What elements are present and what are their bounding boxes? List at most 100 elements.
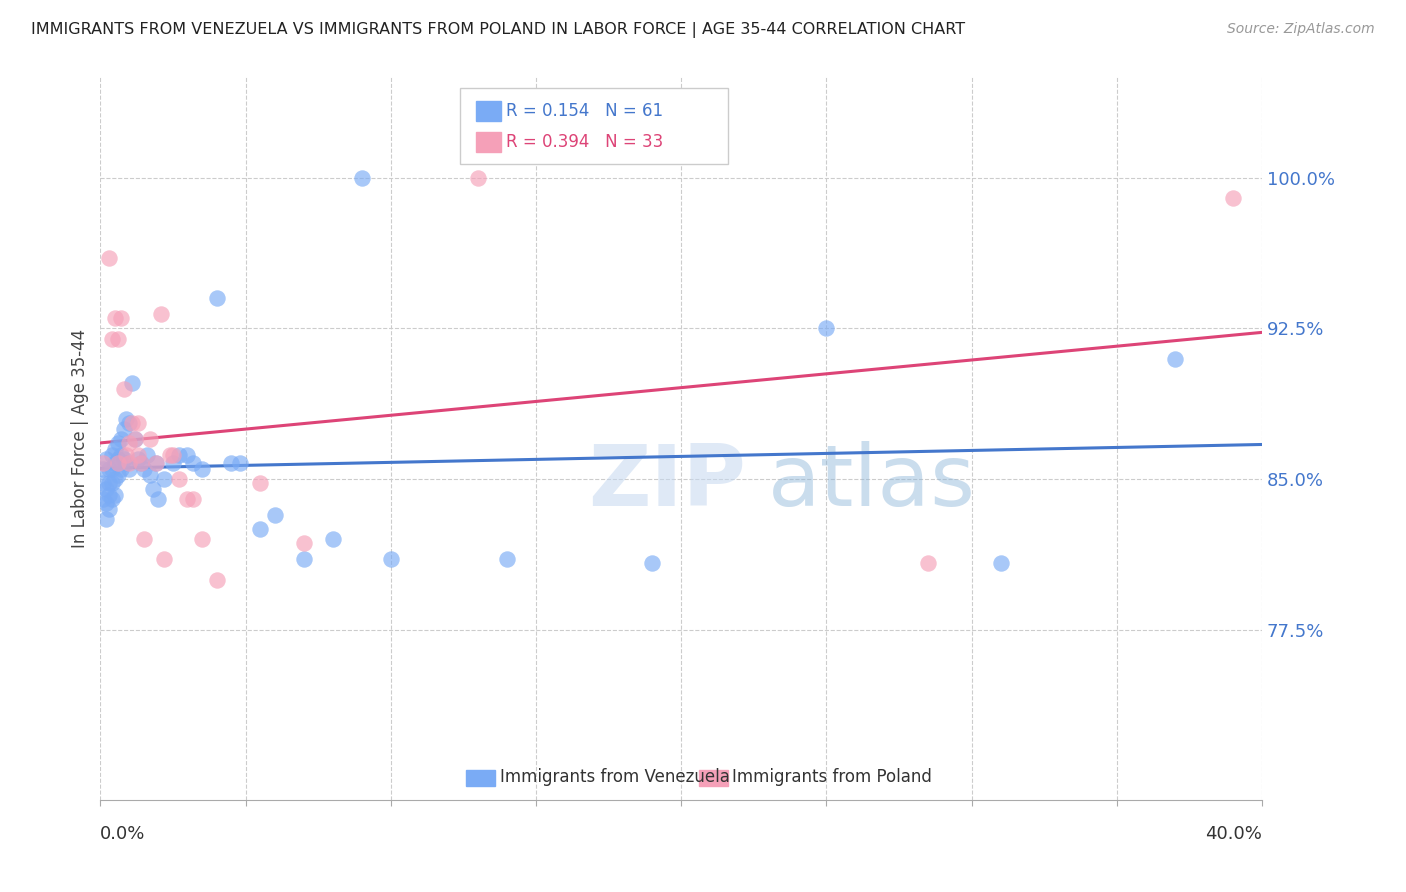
Point bbox=[118, 456, 141, 470]
Point bbox=[191, 462, 214, 476]
Point bbox=[138, 432, 160, 446]
Text: ZIP: ZIP bbox=[588, 441, 747, 524]
Point bbox=[148, 492, 170, 507]
Bar bbox=[475, 101, 501, 120]
Point bbox=[118, 416, 141, 430]
Point bbox=[101, 332, 124, 346]
Point bbox=[112, 422, 135, 436]
Text: atlas: atlas bbox=[768, 441, 976, 524]
Text: Immigrants from Venezuela: Immigrants from Venezuela bbox=[501, 768, 730, 786]
Point bbox=[112, 452, 135, 467]
Point bbox=[205, 291, 228, 305]
Point bbox=[107, 436, 129, 450]
Point bbox=[98, 502, 121, 516]
Point bbox=[135, 448, 157, 462]
Point bbox=[91, 492, 114, 507]
Point bbox=[96, 512, 118, 526]
Bar bbox=[467, 770, 495, 786]
Point bbox=[91, 456, 114, 470]
Point bbox=[107, 468, 129, 483]
Point bbox=[380, 552, 402, 566]
Point bbox=[153, 472, 176, 486]
Point bbox=[121, 416, 143, 430]
Point bbox=[138, 468, 160, 483]
Point bbox=[167, 472, 190, 486]
Point bbox=[124, 432, 146, 446]
Point bbox=[132, 533, 155, 547]
Point bbox=[145, 456, 167, 470]
Point bbox=[104, 488, 127, 502]
Point bbox=[249, 522, 271, 536]
Point bbox=[917, 557, 939, 571]
Point bbox=[292, 536, 315, 550]
Point bbox=[219, 456, 242, 470]
Point bbox=[176, 448, 198, 462]
Point bbox=[107, 452, 129, 467]
Point bbox=[110, 432, 132, 446]
Point bbox=[181, 492, 204, 507]
Point bbox=[641, 557, 664, 571]
Point bbox=[101, 492, 124, 507]
Point bbox=[101, 476, 124, 491]
Text: Immigrants from Poland: Immigrants from Poland bbox=[733, 768, 932, 786]
Point bbox=[121, 376, 143, 390]
Point bbox=[127, 416, 149, 430]
Point bbox=[110, 462, 132, 476]
Point bbox=[115, 412, 138, 426]
FancyBboxPatch shape bbox=[460, 88, 727, 164]
Point bbox=[115, 448, 138, 462]
Text: Source: ZipAtlas.com: Source: ZipAtlas.com bbox=[1227, 22, 1375, 37]
Point bbox=[159, 448, 181, 462]
Point bbox=[124, 432, 146, 446]
Point bbox=[162, 456, 184, 470]
Point bbox=[467, 170, 489, 185]
Point bbox=[322, 533, 344, 547]
Point bbox=[249, 476, 271, 491]
Point bbox=[153, 552, 176, 566]
Point bbox=[176, 492, 198, 507]
Point bbox=[98, 488, 121, 502]
Point bbox=[112, 382, 135, 396]
Point bbox=[990, 557, 1012, 571]
Point bbox=[104, 456, 127, 470]
Point bbox=[107, 456, 129, 470]
Point bbox=[350, 170, 373, 185]
Bar bbox=[699, 770, 727, 786]
Point bbox=[132, 462, 155, 476]
Point bbox=[101, 462, 124, 476]
Point bbox=[104, 311, 127, 326]
Point bbox=[118, 436, 141, 450]
Point bbox=[229, 456, 252, 470]
Point bbox=[91, 462, 114, 476]
Point bbox=[263, 508, 285, 523]
Text: 40.0%: 40.0% bbox=[1205, 824, 1263, 843]
Point bbox=[101, 448, 124, 462]
Point bbox=[96, 452, 118, 467]
Point bbox=[98, 462, 121, 476]
Bar bbox=[475, 132, 501, 152]
Point bbox=[162, 448, 184, 462]
Point bbox=[91, 476, 114, 491]
Point bbox=[150, 307, 173, 321]
Point bbox=[129, 456, 152, 470]
Point bbox=[205, 573, 228, 587]
Point bbox=[191, 533, 214, 547]
Point bbox=[115, 456, 138, 470]
Text: IMMIGRANTS FROM VENEZUELA VS IMMIGRANTS FROM POLAND IN LABOR FORCE | AGE 35-44 C: IMMIGRANTS FROM VENEZUELA VS IMMIGRANTS … bbox=[31, 22, 965, 38]
Text: R = 0.154   N = 61: R = 0.154 N = 61 bbox=[506, 102, 662, 120]
Point bbox=[110, 311, 132, 326]
Point bbox=[145, 456, 167, 470]
Point bbox=[96, 496, 118, 510]
Point bbox=[104, 472, 127, 486]
Point bbox=[1222, 191, 1244, 205]
Text: R = 0.394   N = 33: R = 0.394 N = 33 bbox=[506, 133, 664, 151]
Point bbox=[127, 452, 149, 467]
Point bbox=[181, 456, 204, 470]
Point bbox=[167, 448, 190, 462]
Point bbox=[96, 482, 118, 496]
Point bbox=[1164, 351, 1187, 366]
Point bbox=[98, 476, 121, 491]
Point bbox=[118, 462, 141, 476]
Point bbox=[292, 552, 315, 566]
Point bbox=[142, 482, 165, 496]
